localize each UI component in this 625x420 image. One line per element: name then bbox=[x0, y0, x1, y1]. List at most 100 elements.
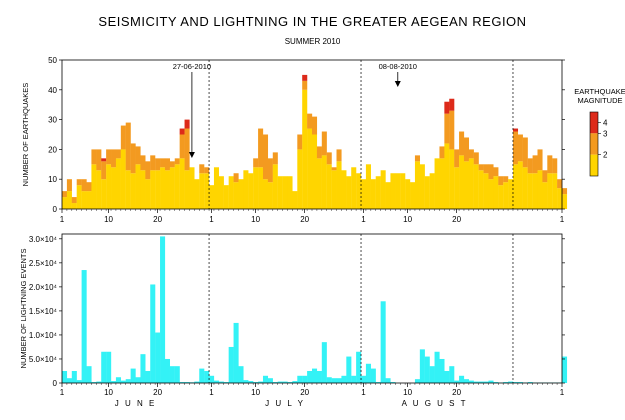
lightning-bar bbox=[115, 377, 121, 383]
earthquake-bar-mag3 bbox=[478, 164, 484, 171]
earthquake-bar-mag3 bbox=[449, 110, 455, 150]
legend-frame bbox=[589, 111, 599, 177]
lightning-bar bbox=[478, 381, 484, 383]
earthquake-bar-mag3 bbox=[160, 158, 166, 168]
x-tick-label: 1 bbox=[60, 215, 65, 224]
lightning-bar bbox=[130, 368, 136, 383]
lightning-bar bbox=[243, 380, 249, 383]
lightning-bar bbox=[424, 356, 430, 383]
lightning-bar bbox=[444, 370, 450, 383]
legend-label: 3 bbox=[603, 129, 608, 138]
earthquake-bar-mag3 bbox=[179, 134, 185, 159]
earthquake-bar-mag3 bbox=[91, 149, 97, 165]
earthquake-bar-mag3 bbox=[155, 158, 161, 171]
annotation-label: 27-06-2010 bbox=[173, 62, 211, 71]
lightning-bar bbox=[365, 363, 371, 383]
lightning-bar bbox=[297, 375, 303, 383]
chart-title: SEISMICITY AND LIGHTNING IN THE GREATER … bbox=[98, 14, 527, 29]
earthquake-bar-mag2 bbox=[228, 176, 234, 209]
earthquake-bar-mag2 bbox=[434, 158, 440, 209]
earthquake-bar-mag3 bbox=[71, 197, 77, 204]
lightning-bar bbox=[439, 358, 445, 383]
lightning-bar bbox=[248, 381, 254, 383]
lightning-bar bbox=[86, 366, 92, 383]
earthquake-bar-mag2 bbox=[262, 179, 269, 209]
annotation-label: 08-08-2010 bbox=[379, 62, 417, 71]
lightning-bar bbox=[508, 381, 514, 383]
earthquake-bar-mag2 bbox=[91, 164, 97, 209]
y-tick-label: 1.5×10⁴ bbox=[29, 307, 58, 316]
lightning-bar bbox=[517, 382, 523, 383]
lightning-bar bbox=[468, 380, 474, 383]
earthquake-bar-mag3 bbox=[101, 161, 107, 180]
earthquake-bar-mag2 bbox=[336, 161, 342, 209]
earthquake-bar-mag3 bbox=[414, 155, 420, 162]
earthquake-bar-mag3 bbox=[336, 149, 342, 162]
lightning-bar bbox=[312, 368, 318, 383]
lightning-bar bbox=[361, 375, 367, 383]
lightning-bar bbox=[71, 370, 77, 383]
earthquake-bar-mag3 bbox=[562, 188, 568, 195]
lightning-bar bbox=[101, 351, 107, 383]
earthquake-bar-mag4 bbox=[302, 74, 308, 81]
earthquake-bar-mag3 bbox=[459, 131, 465, 156]
lightning-bar bbox=[267, 378, 273, 383]
y-tick-label: 1.0×10⁴ bbox=[29, 331, 58, 340]
earthquake-bar-mag3 bbox=[483, 164, 489, 174]
earthquake-bar-mag2 bbox=[145, 179, 151, 209]
lightning-bar bbox=[454, 380, 460, 383]
x-tick-label: 1 bbox=[60, 388, 65, 397]
lightning-bar bbox=[493, 382, 499, 383]
earthquake-bar-mag2 bbox=[101, 179, 107, 209]
earthquake-bar-mag2 bbox=[454, 167, 460, 209]
lightning-bar bbox=[213, 380, 220, 383]
earthquake-bar-mag3 bbox=[184, 128, 190, 171]
earthquake-bar-mag4 bbox=[184, 119, 190, 129]
y-tick-label: 40 bbox=[48, 86, 57, 95]
lightning-bar bbox=[429, 366, 435, 383]
earthquake-bar-mag2 bbox=[508, 179, 514, 209]
x-tick-label: 1 bbox=[209, 215, 214, 224]
earthquake-bar-mag2 bbox=[71, 203, 77, 209]
earthquake-bar-mag2 bbox=[488, 179, 494, 209]
earthquake-bar-mag3 bbox=[262, 134, 269, 180]
bottom-panel-frame bbox=[61, 233, 563, 384]
earthquake-bar-mag2 bbox=[463, 161, 470, 209]
annotation-arrow-head bbox=[188, 152, 195, 158]
earthquake-bar-mag3 bbox=[542, 170, 548, 183]
earthquake-bar-mag3 bbox=[468, 149, 474, 159]
earthquake-bar-mag3 bbox=[307, 113, 313, 129]
earthquake-bar-mag2 bbox=[532, 173, 538, 209]
x-tick-label: 10 bbox=[104, 215, 113, 224]
y-tick-label: 30 bbox=[48, 116, 57, 125]
earthquake-bar-mag4 bbox=[179, 128, 185, 135]
lightning-bar bbox=[488, 380, 494, 383]
lightning-bar bbox=[336, 378, 342, 383]
month-label: J U N E bbox=[115, 399, 157, 408]
legend-label: 4 bbox=[603, 119, 608, 128]
y-tick-label: 20 bbox=[48, 145, 57, 154]
earthquake-bar-mag3 bbox=[498, 176, 504, 186]
earthquake-bar-mag2 bbox=[130, 173, 136, 209]
lightning-bar bbox=[155, 332, 161, 383]
earthquake-bar-mag3 bbox=[557, 179, 563, 189]
earthquake-bar-mag2 bbox=[429, 173, 435, 209]
lightning-bar bbox=[473, 381, 479, 383]
earthquake-bar-mag2 bbox=[385, 182, 391, 209]
lightning-bar bbox=[434, 351, 440, 383]
earthquake-bar-mag2 bbox=[223, 185, 229, 209]
earthquake-bar-mag2 bbox=[321, 155, 327, 209]
legend-label: 2 bbox=[603, 151, 608, 160]
y-tick-label: 3.0×10⁴ bbox=[29, 235, 58, 244]
earthquake-bar-mag3 bbox=[503, 176, 509, 183]
lightning-bar bbox=[385, 378, 391, 383]
lightning-bar bbox=[449, 366, 455, 383]
lightning-bar bbox=[307, 370, 313, 383]
earthquake-bar-mag2 bbox=[292, 191, 298, 209]
earthquake-bar-mag2 bbox=[361, 179, 367, 209]
x-tick-label: 1 bbox=[560, 388, 565, 397]
earthquake-bar-mag2 bbox=[557, 188, 563, 209]
earthquake-bar-mag2 bbox=[238, 179, 244, 209]
earthquake-bar-mag2 bbox=[459, 155, 465, 209]
